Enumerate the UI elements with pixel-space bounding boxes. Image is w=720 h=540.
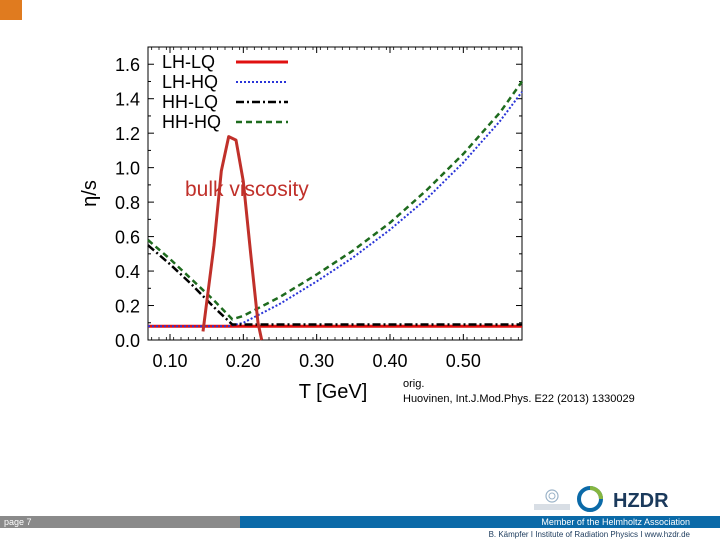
legend-label-lh-hq: LH-HQ bbox=[162, 72, 218, 92]
y-tick-label: 0.0 bbox=[115, 331, 140, 351]
member-text: Member of the Helmholtz Association bbox=[541, 517, 690, 527]
y-tick-label: 1.0 bbox=[115, 159, 140, 179]
page-number: page 7 bbox=[4, 517, 32, 527]
footer-credit: B. Kämpfer I Institute of Radiation Phys… bbox=[488, 530, 690, 539]
y-tick-label: 0.6 bbox=[115, 228, 140, 248]
x-tick-label: 0.20 bbox=[226, 351, 261, 371]
x-tick-label: 0.30 bbox=[299, 351, 334, 371]
hzdr-logo-text: HZDR bbox=[613, 490, 669, 512]
series-line-hh-hq bbox=[147, 80, 524, 321]
series-line-hh-lq bbox=[147, 244, 522, 326]
x-tick-label: 0.50 bbox=[446, 351, 481, 371]
x-tick-label: 0.10 bbox=[152, 351, 187, 371]
y-tick-label: 0.2 bbox=[115, 297, 140, 317]
y-tick-label: 0.8 bbox=[115, 193, 140, 213]
reference-orig: orig. bbox=[403, 378, 425, 390]
reference-source: Huovinen, Int.J.Mod.Phys. E22 (2013) 133… bbox=[403, 393, 635, 405]
footer-bar-right: Member of the Helmholtz Association bbox=[240, 516, 720, 528]
legend-label-hh-lq: HH-LQ bbox=[162, 92, 218, 112]
y-tick-label: 1.2 bbox=[115, 124, 140, 144]
legend-label-lh-lq: LH-LQ bbox=[162, 52, 215, 72]
footer: page 7 Member of the Helmholtz Associati… bbox=[0, 516, 720, 540]
y-axis-label: η/s bbox=[79, 180, 101, 207]
y-tick-label: 1.6 bbox=[115, 55, 140, 75]
reference-citation: orig. Huovinen, Int.J.Mod.Phys. E22 (201… bbox=[403, 377, 635, 407]
bulk-viscosity-annotation: bulk viscosity bbox=[185, 178, 309, 201]
bulk-viscosity-curve bbox=[201, 135, 264, 341]
x-axis-label: T [GeV] bbox=[299, 381, 368, 403]
hzdr-logo: HZDR bbox=[577, 486, 691, 512]
footer-bar-left: page 7 bbox=[0, 516, 240, 528]
dresden-concept-logo bbox=[534, 489, 570, 510]
y-tick-label: 1.4 bbox=[115, 90, 140, 110]
corner-accent bbox=[0, 0, 22, 20]
x-tick-label: 0.40 bbox=[372, 351, 407, 371]
y-tick-label: 0.4 bbox=[115, 262, 140, 282]
legend-label-hh-hq: HH-HQ bbox=[162, 112, 221, 132]
